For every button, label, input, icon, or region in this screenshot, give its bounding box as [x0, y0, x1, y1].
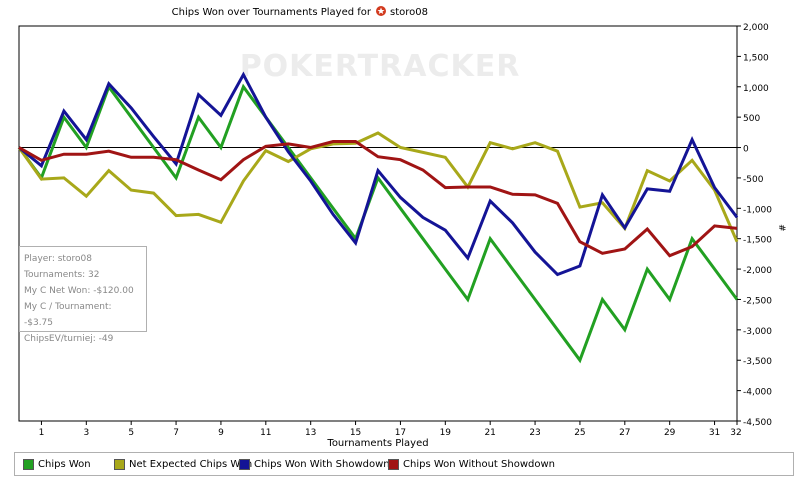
player-name: storo08 [390, 7, 428, 18]
y-tick-label: -2,000 [743, 266, 772, 276]
legend: Chips Won Net Expected Chips Won Chips W… [14, 452, 794, 476]
legend-swatch [388, 459, 399, 470]
y-tick-label: -4,500 [743, 418, 772, 428]
legend-swatch [114, 459, 125, 470]
x-tick-label: 29 [664, 428, 676, 438]
chart-title-text: Chips Won over Tournaments Played for [172, 7, 372, 18]
x-tick-label: 3 [83, 428, 89, 438]
legend-item-without-showdown[interactable]: Chips Won Without Showdown [388, 459, 555, 470]
x-tick-label: 27 [619, 428, 630, 438]
series-line-net-expected [17, 131, 739, 243]
x-tick-label: 23 [529, 428, 540, 438]
info-player: Player: storo08 [24, 254, 92, 264]
info-tournaments: Tournaments: 32 [24, 270, 100, 280]
y-tick-label: 0 [743, 145, 749, 155]
x-tick-label: 1 [39, 428, 45, 438]
chart-title: Chips Won over Tournaments Played for st… [172, 6, 428, 18]
y-tick-label: 2,000 [743, 23, 769, 33]
x-tick-label: 9 [218, 428, 224, 438]
x-tick-label: 21 [484, 428, 495, 438]
legend-item-chips-won[interactable]: Chips Won [23, 459, 91, 470]
legend-label: Net Expected Chips Won [129, 459, 253, 470]
y-tick-label: -3,000 [743, 327, 772, 337]
y-tick-label: -4,000 [743, 388, 772, 398]
x-tick-label: 19 [440, 428, 452, 438]
x-tick-label: 11 [260, 428, 271, 438]
y-tick-label: 1,500 [743, 53, 769, 63]
legend-swatch [239, 459, 250, 470]
series-line-with-showdown [18, 71, 739, 277]
plot-area: 2,000 1,500 1,000 500 0 -500 -1,000 -1,500 -2,00… [17, 23, 786, 449]
legend-label: Chips Won With Showdown [254, 459, 390, 470]
y-tick-label: -1,500 [743, 236, 772, 246]
y-tick-label: -2,500 [743, 296, 772, 306]
y-tick-label: -3,500 [743, 357, 772, 367]
info-chips-ev: ChipsEV/turniej: -49 [24, 334, 114, 344]
series-line-without-showdown [18, 140, 738, 258]
x-tick-label: 7 [173, 428, 179, 438]
x-tick-label: 15 [350, 428, 361, 438]
player-info-box: Player: storo08 Tournaments: 32 My C Net… [19, 246, 147, 344]
legend-label: Chips Won Without Showdown [403, 459, 555, 470]
series-line-chips-won [17, 83, 739, 364]
y-tick-label: 1,000 [743, 84, 769, 94]
x-tick-label: 5 [128, 428, 134, 438]
plot-frame [18, 25, 738, 422]
x-tick-label: 25 [574, 428, 585, 438]
legend-item-with-showdown[interactable]: Chips Won With Showdown [239, 459, 390, 470]
x-tick-label: 13 [305, 428, 316, 438]
pokerstars-icon [376, 6, 386, 16]
legend-label: Chips Won [38, 459, 91, 470]
y-tick-label: -1,000 [743, 205, 772, 215]
info-net-won: My C Net Won: -$120.00 [24, 286, 134, 296]
legend-swatch [23, 459, 34, 470]
legend-item-net-expected[interactable]: Net Expected Chips Won [114, 459, 252, 470]
x-tick-label: 32 [730, 428, 741, 438]
x-tick-label: 31 [709, 428, 720, 438]
y-tick-label: 500 [743, 114, 760, 124]
y-tick-label: -500 [743, 175, 764, 185]
x-tick-label: 17 [395, 428, 406, 438]
y-axis-label: # [776, 224, 786, 232]
info-per-tournament: My C / Tournament: -$3.75 [24, 302, 112, 328]
watermark: POKERTRACKER [240, 49, 521, 84]
x-axis-label: Tournaments Played [326, 438, 428, 449]
